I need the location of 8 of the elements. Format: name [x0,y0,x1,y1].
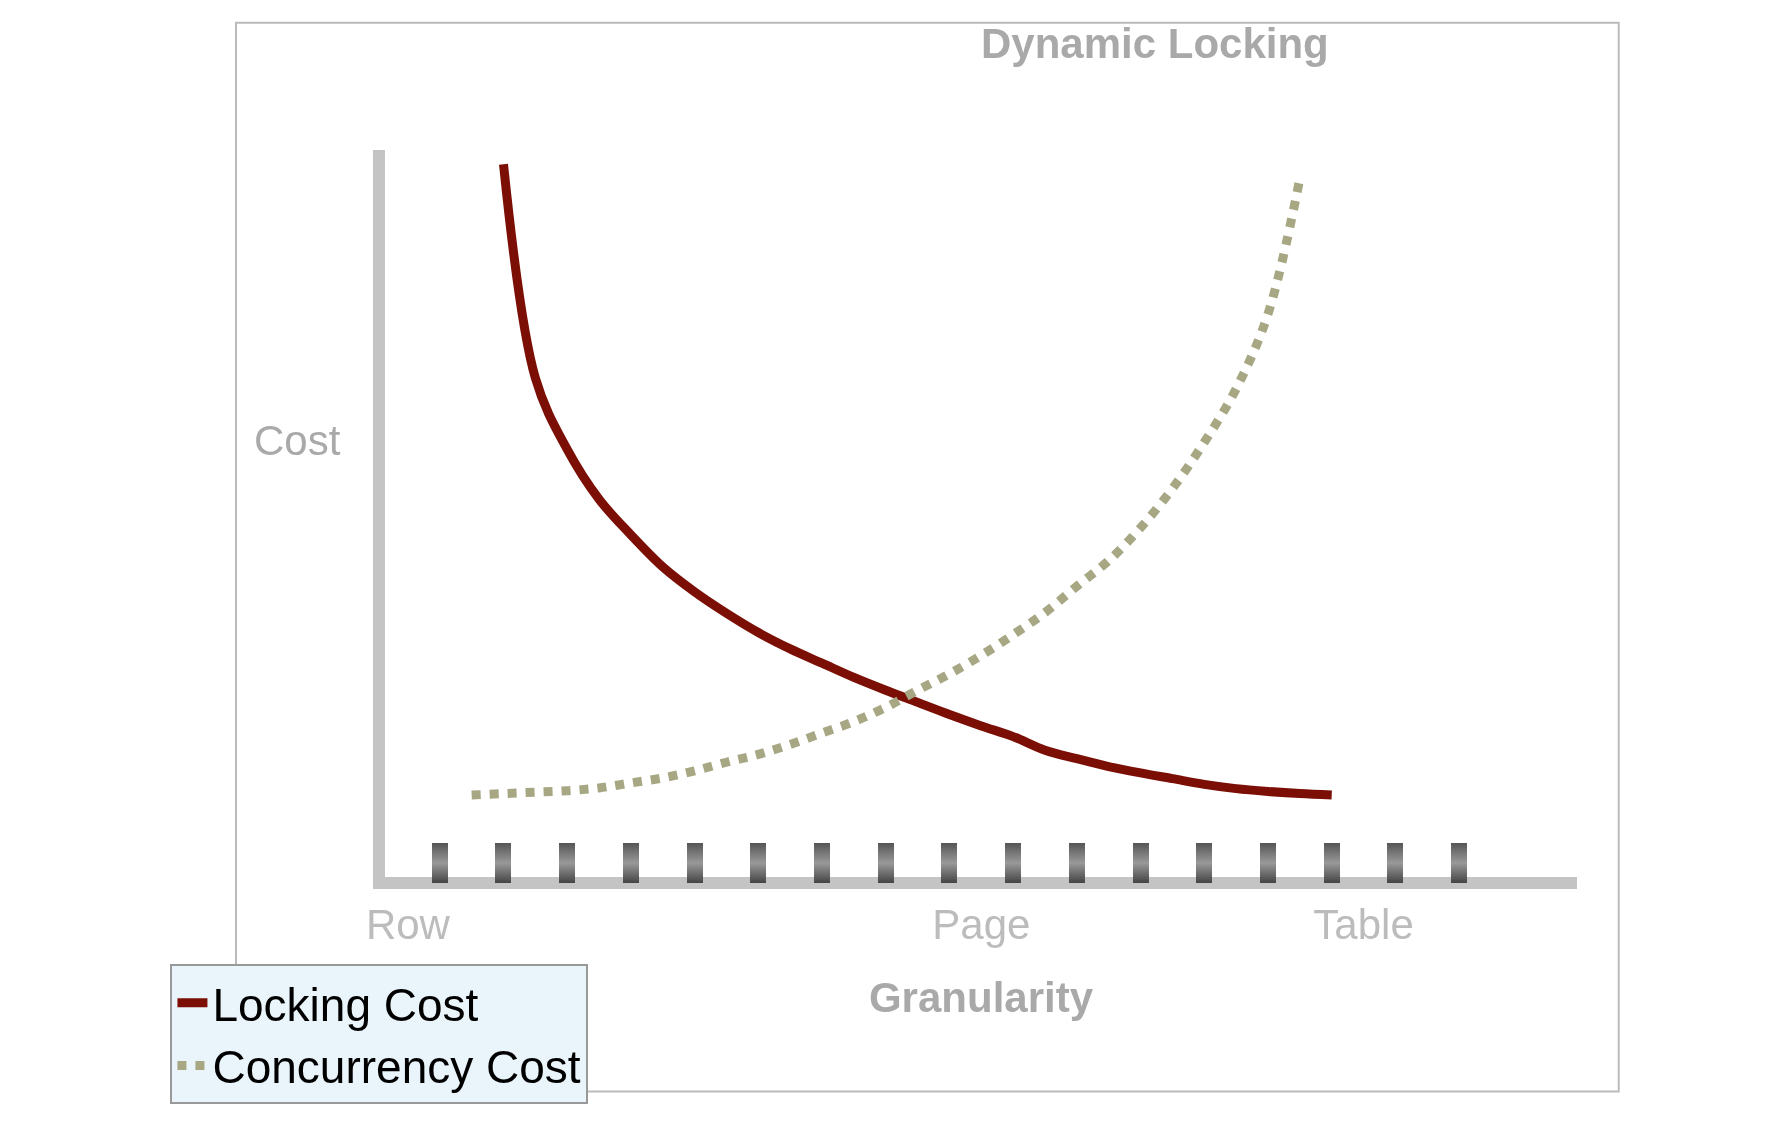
x-tick-label: Page [932,901,1031,949]
chart-title: Dynamic Locking [981,19,1329,67]
x-axis-title: Granularity [868,973,1094,1021]
x-tick-label: Row [365,901,451,949]
legend-label: Locking Cost [212,978,479,1031]
y-axis-title: Cost [254,417,341,464]
legend-label: Concurrency Cost [212,1041,581,1094]
x-tick-label: Table [1313,901,1414,949]
